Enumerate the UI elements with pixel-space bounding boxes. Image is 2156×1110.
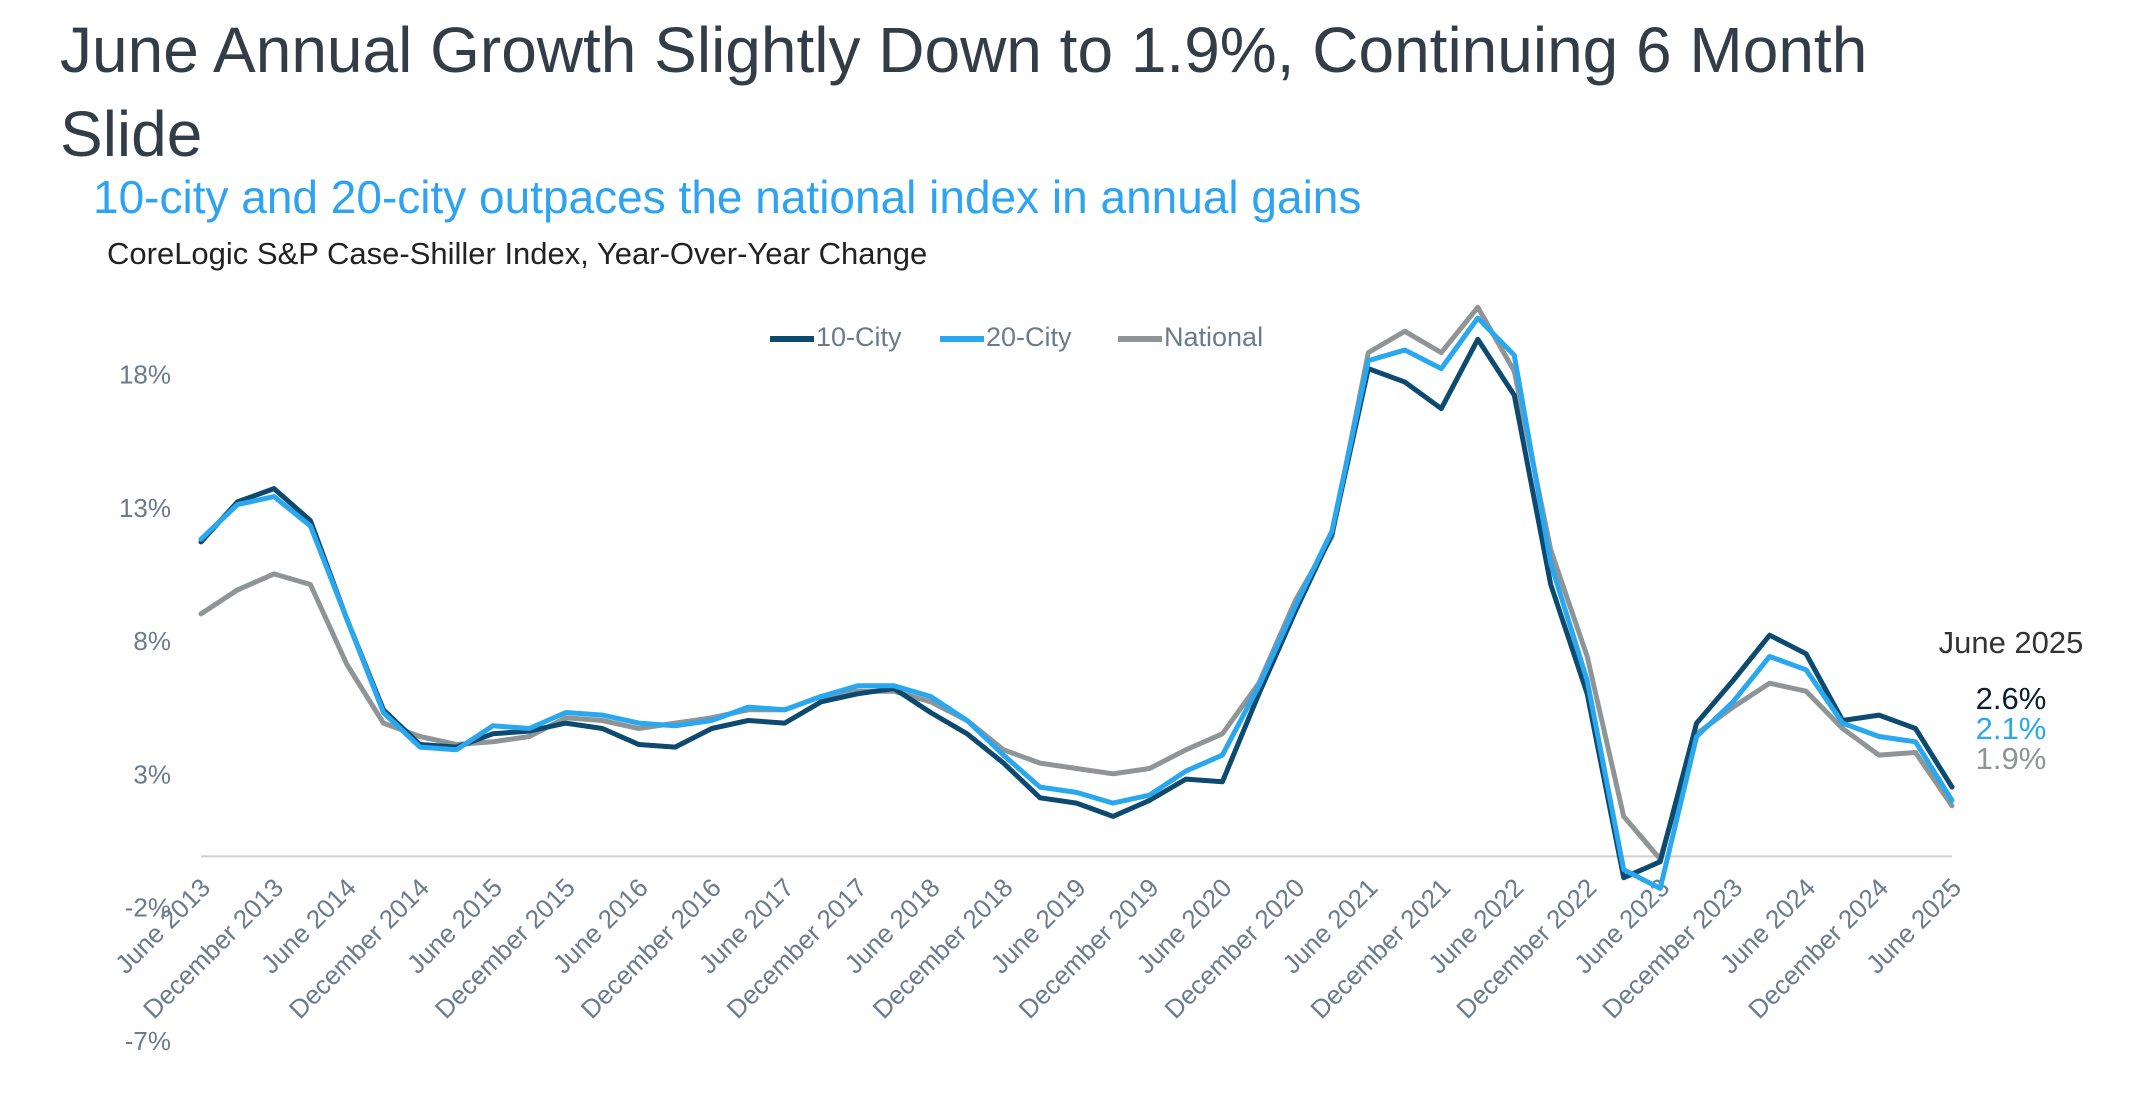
legend-label: 20-City [986, 322, 1072, 352]
y-tick-label: 3% [133, 759, 171, 789]
y-tick-label: 18% [119, 359, 171, 389]
value-label: 2.6% [1976, 681, 2047, 716]
series-line [198, 315, 1955, 891]
y-tick-label: 13% [119, 493, 171, 523]
chart-subtitle: 10-city and 20-city outpaces the nationa… [93, 171, 1362, 223]
value-label: 2.1% [1976, 711, 2047, 746]
chart-note: CoreLogic S&P Case-Shiller Index, Year-O… [107, 236, 928, 271]
y-tick-label: 8% [133, 626, 171, 656]
y-tick-label: -2% [125, 893, 171, 923]
series-line [198, 336, 1955, 881]
chart-title: June Annual Growth Slightly Down to 1.9%… [60, 14, 1868, 170]
value-label: 1.9% [1976, 741, 2047, 776]
legend-label: 10-City [816, 322, 902, 352]
y-tick-label: -7% [125, 1026, 171, 1056]
annotation: June 2025 [1939, 625, 2084, 660]
legend-label: National [1164, 322, 1263, 352]
